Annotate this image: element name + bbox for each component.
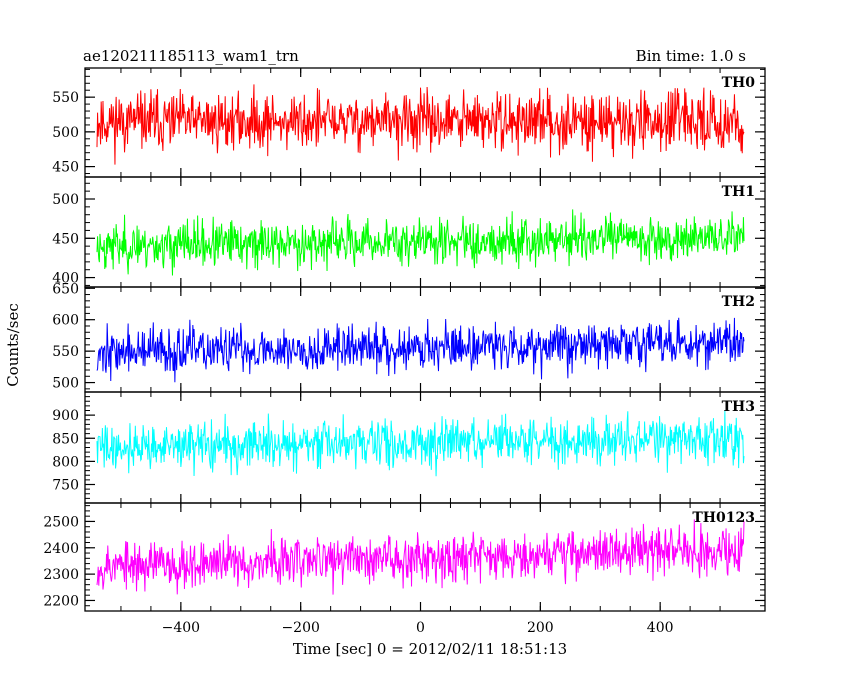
x-tick-label: 200 [527, 620, 554, 636]
panel-frame [84, 502, 766, 612]
y-tick-label: 450 [52, 231, 79, 247]
y-tick-label: 2300 [43, 567, 79, 583]
series-th3 [96, 410, 745, 477]
y-tick-label: 500 [52, 192, 79, 208]
y-tick-label: 550 [52, 90, 79, 106]
panel-label-th3: TH3 [722, 399, 755, 415]
y-tick-label: 500 [52, 125, 79, 141]
y-tick-label: 400 [52, 271, 79, 287]
x-tick-label: 0 [416, 620, 425, 636]
panel-label-th0: TH0 [722, 75, 756, 91]
x-axis-label: Time [sec] 0 = 2012/02/11 18:51:13 [293, 640, 567, 658]
y-tick-label: 900 [52, 408, 79, 424]
panel-th1: 400 450 500 TH1 [52, 176, 766, 288]
x-tick-label: −400 [162, 620, 200, 636]
y-tick-label: 500 [52, 376, 79, 392]
chart-title-text: ae120211185113_wam1_trn [83, 47, 299, 65]
y-axis-label: Counts/sec [4, 303, 22, 387]
x-tick-label: 400 [647, 620, 674, 636]
y-tick-label: 2500 [43, 514, 79, 530]
series-th0 [96, 84, 745, 165]
y-tick-label: 850 [52, 431, 79, 447]
y-tick-label: 550 [52, 344, 79, 360]
bin-time-label: Bin time: 1.0 s [636, 47, 746, 65]
x-tick-label: −200 [281, 620, 319, 636]
series-th1 [96, 209, 745, 276]
panels-group: 450 500 550 TH0 400 450 500 TH1 500 550 600 650 TH2 7… [43, 67, 766, 636]
y-tick-label: 2400 [43, 541, 79, 557]
panel-th3: 750 800 850 900 TH3 [52, 391, 766, 504]
y-tick-label: 800 [52, 454, 79, 470]
panel-label-th2: TH2 [722, 294, 755, 310]
y-tick-label: 450 [52, 160, 79, 176]
y-tick-label: 650 [52, 281, 79, 297]
series-th0123 [96, 519, 745, 595]
panel-th2: 500 550 600 650 TH2 [52, 281, 766, 393]
series-th2 [96, 317, 745, 383]
panel-th0: 450 500 550 TH0 [52, 67, 766, 178]
panel-th0123: 2200 2300 2400 2500 TH0123 [43, 502, 766, 612]
y-tick-label: 600 [52, 313, 79, 329]
y-tick-label: 2200 [43, 593, 79, 609]
y-tick-label: 750 [52, 478, 79, 494]
panel-label-th0123: TH0123 [692, 510, 755, 526]
panel-label-th1: TH1 [722, 184, 755, 200]
